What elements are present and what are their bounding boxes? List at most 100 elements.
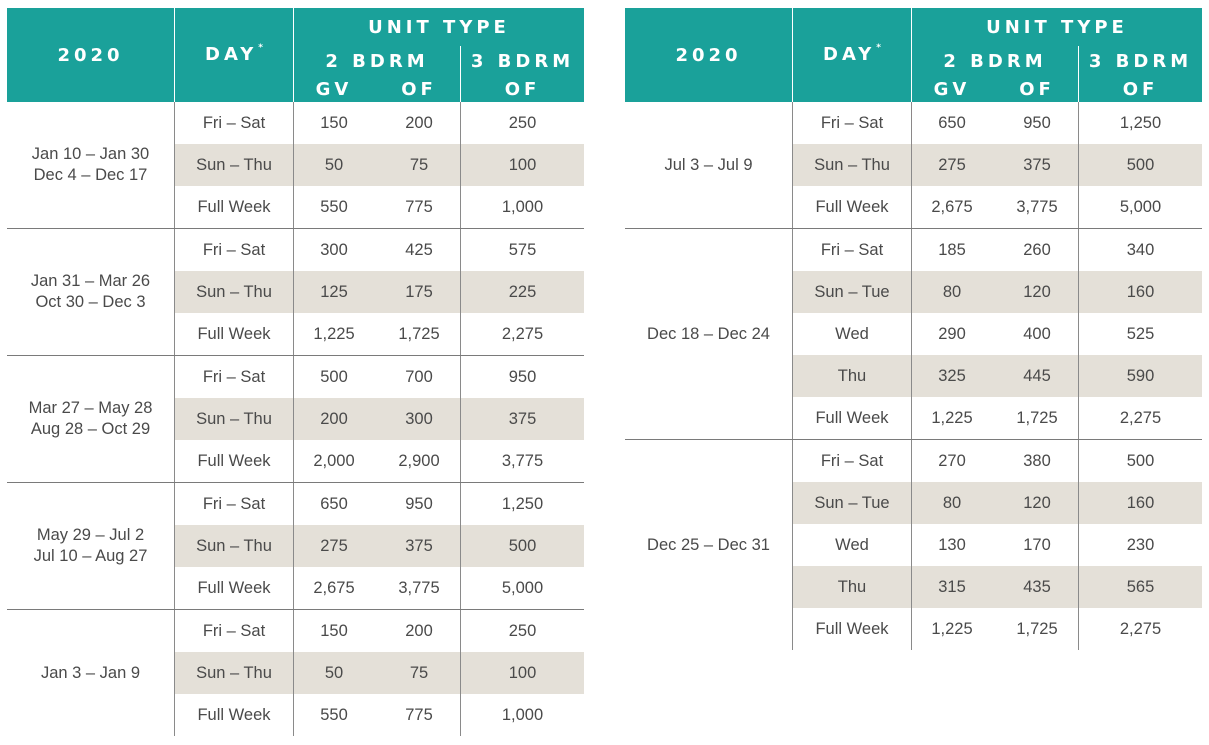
table-row: Wed 130 170 230 <box>793 524 1202 566</box>
of-2bdrm-cell: 75 <box>409 663 429 682</box>
column-divider <box>792 440 793 650</box>
of-3bdrm-cell: 500 <box>1126 451 1155 470</box>
table-row: Full Week 2,000 2,900 3,775 <box>175 440 584 482</box>
of-3bdrm-cell: 1,250 <box>501 494 544 513</box>
date-range-line: May 29 – Jul 2 <box>36 526 145 544</box>
date-range-group: Jan 3 – Jan 9 Fri – Sat 150 200 250 Sun – Thu… <box>7 610 584 736</box>
date-range-line: Dec 25 – Dec 31 <box>647 535 770 554</box>
of-3bdrm-cell: 225 <box>508 282 537 301</box>
day-cell: Full Week <box>197 197 271 216</box>
date-range-line: Oct 30 – Dec 3 <box>35 293 146 311</box>
day-cell: Full Week <box>197 578 271 597</box>
of-3bdrm-cell: 2,275 <box>1119 619 1162 638</box>
of-2bdrm-cell: 200 <box>405 621 433 640</box>
of-3bdrm-cell: 1,000 <box>501 705 544 724</box>
gv-header: GV <box>933 78 971 100</box>
column-divider <box>1078 229 1079 439</box>
date-range: Jul 3 – Jul 9 <box>625 102 792 228</box>
year-header: 2020 <box>57 44 124 66</box>
of-2bdrm-cell: 120 <box>1023 493 1051 512</box>
day-cell: Full Week <box>815 619 889 638</box>
table-row: Full Week 1,225 1,725 2,275 <box>793 608 1202 650</box>
column-divider <box>174 356 175 482</box>
day-header-label: DAY <box>823 43 876 65</box>
gv-2bdrm-cell: 80 <box>942 493 962 512</box>
gv-2bdrm-cell: 2,675 <box>313 578 355 597</box>
table-row: Fri – Sat 500 700 950 <box>175 356 584 398</box>
day-cell: Fri – Sat <box>202 367 266 386</box>
bdrm3-header: 3 BDRM <box>470 50 575 72</box>
of-2bdrm-cell: 380 <box>1023 451 1051 470</box>
day-cell: Wed <box>835 535 869 554</box>
day-header: DAY * <box>793 36 911 72</box>
of-3bdrm-cell: 375 <box>508 409 537 428</box>
day-cell: Fri – Sat <box>820 240 884 259</box>
unit-type-header: UNIT TYPE <box>368 16 510 38</box>
bdrm2-header: 2 BDRM <box>943 50 1047 72</box>
column-divider <box>460 483 461 609</box>
column-divider <box>293 483 294 609</box>
of-2bdrm-cell: 375 <box>1023 155 1051 174</box>
date-range-line: Dec 18 – Dec 24 <box>647 324 770 343</box>
column-divider <box>293 229 294 355</box>
date-range-group: Dec 25 – Dec 31 Fri – Sat 270 380 500 Sun – T… <box>625 440 1202 650</box>
of-3bdrm-cell: 160 <box>1126 493 1155 512</box>
gv-2bdrm-cell: 290 <box>938 324 966 343</box>
day-cell: Sun – Tue <box>814 493 890 512</box>
of-2bdrm-cell: 2,900 <box>398 451 440 470</box>
of-3bdrm-cell: 2,275 <box>501 324 544 343</box>
year-header: 2020 <box>675 44 742 66</box>
day-cell: Sun – Thu <box>196 282 272 301</box>
column-divider <box>460 102 461 228</box>
of-2bdrm-cell: 260 <box>1023 240 1051 259</box>
table-row: Sun – Thu 200 300 375 <box>175 398 584 440</box>
of-2bdrm-cell: 950 <box>1023 113 1051 132</box>
table-row: Full Week 1,225 1,725 2,275 <box>175 313 584 355</box>
date-range-line: Jan 3 – Jan 9 <box>40 663 141 682</box>
date-range: May 29 – Jul 2 Jul 10 – Aug 27 <box>7 483 174 609</box>
date-range: Jan 31 – Mar 26 Oct 30 – Dec 3 <box>7 229 174 355</box>
column-divider <box>460 229 461 355</box>
of-header: OF <box>1019 78 1055 100</box>
date-range-line: Jul 10 – Aug 27 <box>33 547 148 565</box>
of-2bdrm-cell: 375 <box>405 536 433 555</box>
unit-type-header: UNIT TYPE <box>986 16 1128 38</box>
gv-2bdrm-cell: 80 <box>942 282 962 301</box>
date-range-group: Jan 31 – Mar 26 Oct 30 – Dec 3 Fri – Sat 30… <box>7 229 584 356</box>
table-row: Sun – Tue 80 120 160 <box>793 271 1202 313</box>
of-3bdrm-cell: 250 <box>508 621 537 640</box>
of-2bdrm-cell: 435 <box>1023 577 1051 596</box>
gv-2bdrm-cell: 325 <box>938 366 966 385</box>
day-cell: Wed <box>835 324 869 343</box>
of-3bdrm-cell: 160 <box>1126 282 1155 301</box>
table-row: Fri – Sat 185 260 340 <box>793 229 1202 271</box>
of-2bdrm-cell: 950 <box>405 494 433 513</box>
day-cell: Full Week <box>815 408 889 427</box>
table-row: Thu 325 445 590 <box>793 355 1202 397</box>
gv-2bdrm-cell: 650 <box>938 113 966 132</box>
column-divider <box>174 229 175 355</box>
day-cell: Fri – Sat <box>202 621 266 640</box>
gv-header: GV <box>315 78 353 100</box>
gv-2bdrm-cell: 1,225 <box>931 408 973 427</box>
date-range-line: Mar 27 – May 28 <box>28 399 153 417</box>
day-cell: Sun – Thu <box>196 155 272 174</box>
date-range-line: Jul 3 – Jul 9 <box>664 155 753 174</box>
of-3bdrm-cell: 1,250 <box>1119 113 1162 132</box>
column-divider <box>792 229 793 439</box>
day-cell: Sun – Thu <box>196 536 272 555</box>
gv-2bdrm-cell: 275 <box>938 155 966 174</box>
of-3bdrm-cell: 5,000 <box>1119 197 1162 216</box>
of-2bdrm-cell: 300 <box>405 409 433 428</box>
table-row: Sun – Thu 275 375 500 <box>175 525 584 567</box>
gv-2bdrm-cell: 130 <box>938 535 966 554</box>
of-3bdrm-cell: 100 <box>508 663 537 682</box>
day-cell: Fri – Sat <box>820 113 884 132</box>
gv-2bdrm-cell: 125 <box>320 282 348 301</box>
date-range-group: Mar 27 – May 28 Aug 28 – Oct 29 Fri – Sat 5… <box>7 356 584 483</box>
of-3bdrm-cell: 230 <box>1126 535 1155 554</box>
of-3bdrm-cell: 500 <box>508 536 537 555</box>
of-3bdrm-cell: 500 <box>1126 155 1155 174</box>
table-row: Full Week 2,675 3,775 5,000 <box>175 567 584 609</box>
table-row: Full Week 550 775 1,000 <box>175 694 584 736</box>
